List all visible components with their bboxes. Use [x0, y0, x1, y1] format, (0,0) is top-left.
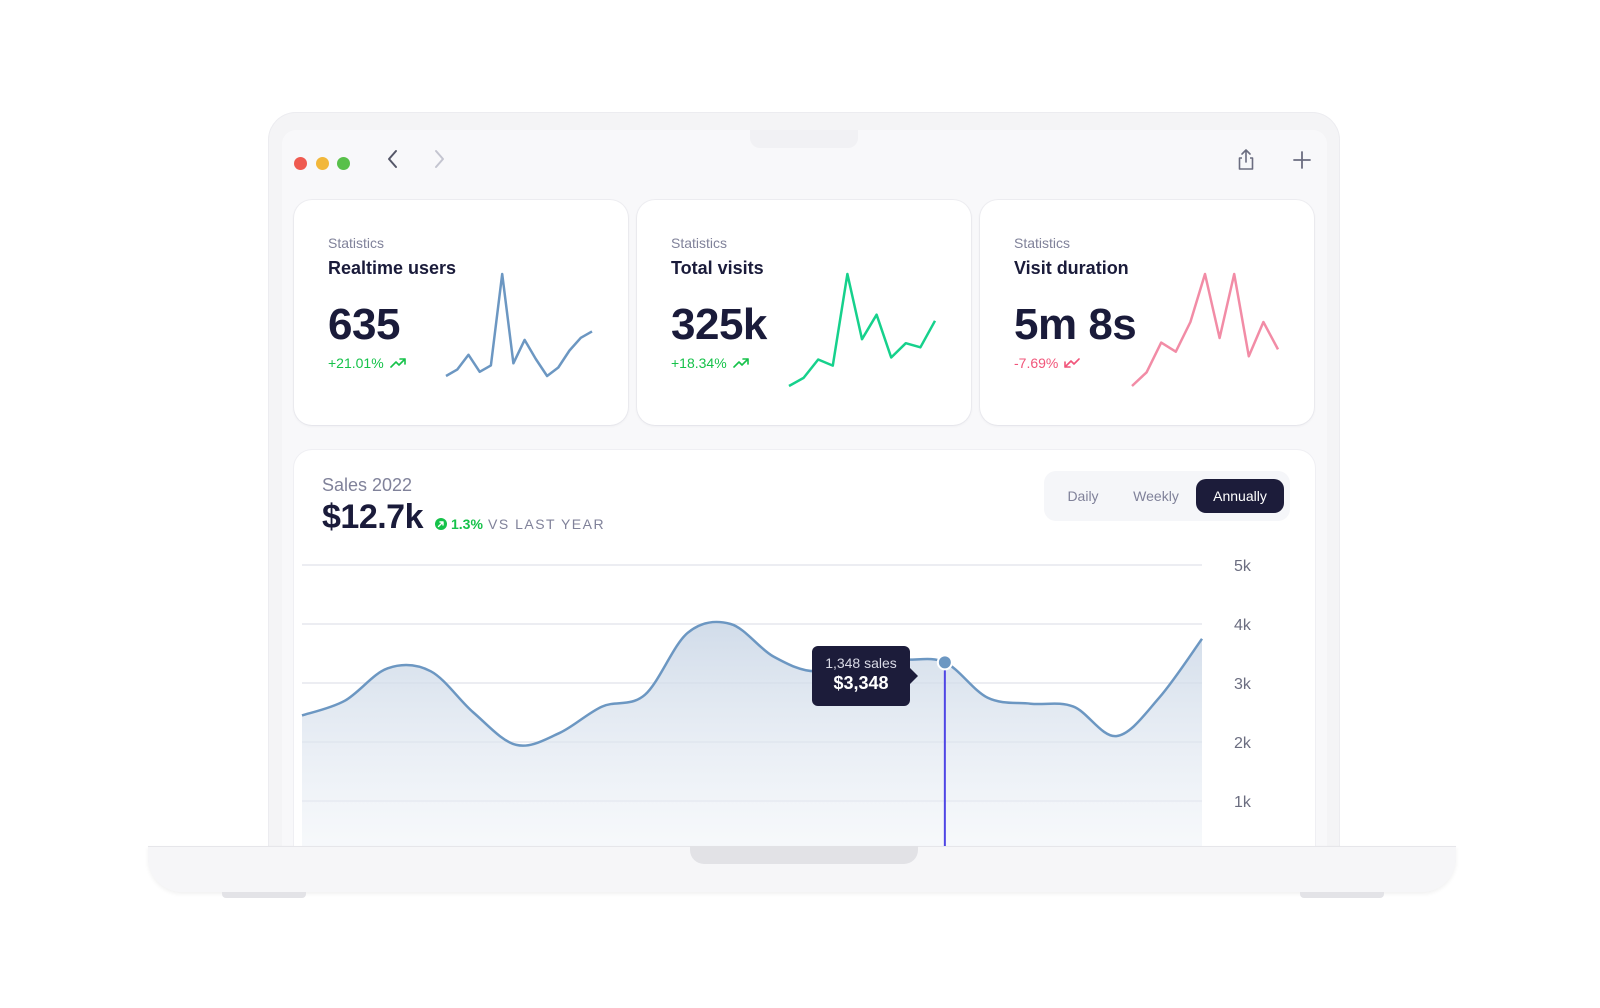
card-value: 325k	[671, 300, 767, 349]
card-change: +21.01%	[328, 355, 406, 371]
sales-change: 1.3%	[435, 516, 483, 532]
trend-up-icon	[732, 358, 749, 368]
sparkline-line	[788, 272, 937, 388]
card-eyebrow: Statistics	[328, 235, 385, 251]
y-tick-label: 5k	[1234, 558, 1252, 575]
sales-compare-label: VS LAST YEAR	[488, 516, 606, 532]
range-option-weekly[interactable]: Weekly	[1133, 488, 1179, 504]
sales-value: $12.7k	[322, 498, 424, 536]
sales-area-chart[interactable]: 5k 4k 3k 2k 1k	[294, 540, 1315, 846]
card-eyebrow: Statistics	[1014, 235, 1071, 251]
sales-change-percent: 1.3%	[451, 516, 483, 532]
forward-chevron-icon[interactable]	[430, 148, 448, 170]
arrow-up-circle-icon	[435, 518, 447, 530]
laptop-foot-left	[222, 892, 306, 898]
y-tick-label: 4k	[1234, 617, 1252, 634]
sales-line	[301, 620, 1204, 747]
plus-icon[interactable]	[1292, 150, 1312, 170]
change-percent: -7.69%	[1014, 355, 1059, 371]
card-value: 5m 8s	[1014, 300, 1137, 349]
stat-card-realtime-users: Statistics Realtime users 635 +21.01%	[294, 200, 628, 425]
card-change: -7.69%	[1014, 355, 1081, 371]
sales-label: Sales 2022	[322, 475, 413, 495]
close-window-button[interactable]	[294, 157, 307, 170]
sparkline-chart	[445, 272, 593, 378]
sparkline-line	[445, 272, 593, 378]
trend-down-icon	[1064, 358, 1081, 368]
card-title: Realtime users	[328, 258, 457, 278]
tooltip-amount: $3,348	[833, 673, 889, 693]
laptop-foot-right	[1300, 892, 1384, 898]
trend-up-icon	[389, 358, 406, 368]
change-percent: +21.01%	[328, 355, 384, 371]
card-eyebrow: Statistics	[671, 235, 728, 251]
maximize-window-button[interactable]	[337, 157, 350, 170]
laptop-opening-groove	[690, 846, 918, 864]
range-segmented-control: Daily Weekly Annually	[1044, 471, 1290, 521]
sparkline-line	[1131, 272, 1280, 387]
card-value: 635	[328, 300, 400, 349]
card-title: Total visits	[671, 258, 764, 278]
tooltip-sales: 1,348 sales	[825, 655, 897, 671]
stat-card-total-visits: Statistics Total visits 325k +18.34%	[637, 200, 971, 425]
range-option-daily[interactable]: Daily	[1067, 488, 1099, 504]
range-option-annually[interactable]: Annually	[1196, 479, 1284, 513]
chart-tooltip: 1,348 sales $3,348	[812, 646, 918, 706]
card-title: Visit duration	[1014, 258, 1129, 278]
y-tick-label: 3k	[1234, 676, 1252, 693]
sparkline-chart	[1131, 272, 1280, 387]
share-icon[interactable]	[1236, 148, 1256, 172]
hover-marker-dot[interactable]	[936, 654, 953, 671]
camera-notch	[750, 130, 858, 148]
change-percent: +18.34%	[671, 355, 727, 371]
sparkline-chart	[788, 272, 937, 388]
minimize-window-button[interactable]	[316, 157, 329, 170]
card-change: +18.34%	[671, 355, 749, 371]
back-chevron-icon[interactable]	[384, 148, 402, 170]
y-tick-label: 2k	[1234, 735, 1252, 752]
stat-card-visit-duration: Statistics Visit duration 5m 8s -7.69%	[980, 200, 1314, 425]
sales-area-fill	[302, 621, 1202, 846]
y-tick-label: 1k	[1234, 794, 1252, 811]
